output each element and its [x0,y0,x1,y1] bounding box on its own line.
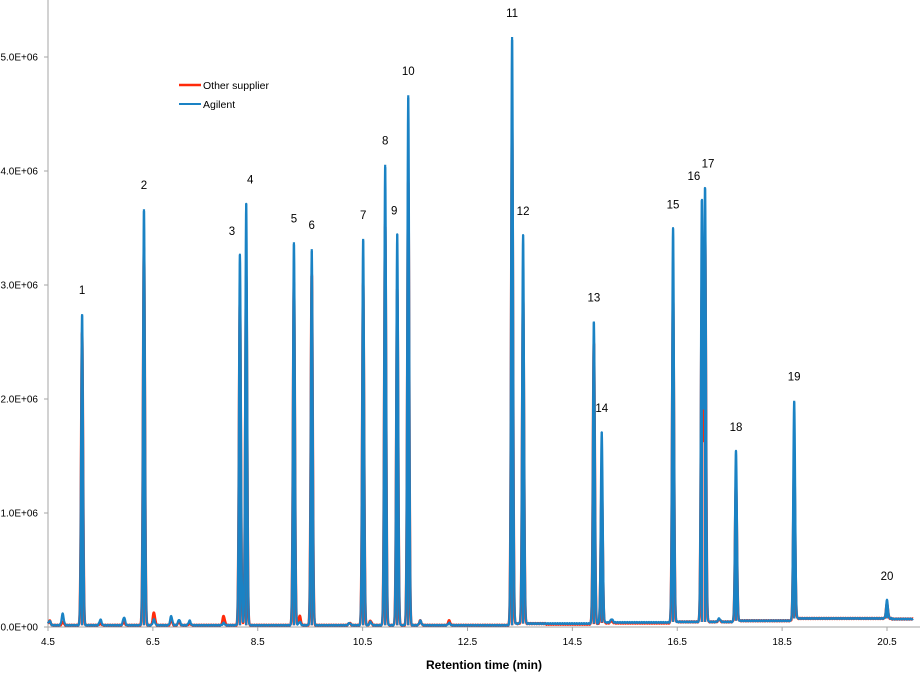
x-ticks: 4.5 6.5 8.5 10.5 12.5 14.5 16.5 18.5 20.5 [41,627,897,648]
peak-label-16: 16 [687,171,700,183]
y-tick-label: 5.0E+06 [0,53,38,64]
series-agilent [46,37,914,627]
peak-label-7: 7 [360,210,366,222]
x-tick-label: 14.5 [563,637,583,648]
peak-label-19: 19 [788,372,801,384]
y-tick-label: 4.0E+06 [0,167,38,178]
y-tick-label: 3.0E+06 [0,281,38,292]
x-tick-label: 10.5 [353,637,373,648]
series-trace-agilent [46,39,914,627]
peak-label-10: 10 [402,66,415,78]
y-ticks: 0.0E+00 1.0E+06 2.0E+06 3.0E+06 4.0E+06 5.0E+… [0,53,48,634]
x-tick-label: 16.5 [668,637,688,648]
peak-label-14: 14 [595,403,608,415]
y-tick-label: 1.0E+06 [0,509,38,520]
peak-label-2: 2 [141,180,147,192]
x-tick-label: 4.5 [41,637,55,648]
x-tick-label: 18.5 [772,637,792,648]
y-tick-label: 2.0E+06 [0,395,38,406]
series-other-supplier [46,122,915,628]
peak-label-3: 3 [229,226,235,238]
x-axis-title: Retention time (min) [426,658,542,672]
peak-label-6: 6 [309,220,315,232]
peak-label-1: 1 [79,285,85,297]
peak-label-13: 13 [587,292,600,304]
peak-label-11: 11 [506,8,518,20]
series-trace-other [46,124,915,628]
legend-label-agilent: Agilent [203,99,235,111]
peak-label-9: 9 [391,205,397,217]
peak-label-4: 4 [247,174,254,186]
x-tick-label: 12.5 [458,637,478,648]
x-tick-label: 8.5 [251,637,265,648]
legend: Other supplier Agilent [179,80,269,111]
peak-label-17: 17 [702,159,715,171]
peak-label-12: 12 [517,206,530,218]
peak-label-20: 20 [881,571,894,583]
y-tick-label: 0.0E+00 [0,623,38,634]
legend-label-other-supplier: Other supplier [203,80,269,92]
x-tick-label: 6.5 [146,637,160,648]
axes [47,0,920,628]
peak-label-18: 18 [730,422,743,434]
x-tick-label: 20.5 [877,637,897,648]
peak-label-8: 8 [382,136,388,148]
peak-label-15: 15 [667,200,680,212]
peak-label-5: 5 [291,213,297,225]
